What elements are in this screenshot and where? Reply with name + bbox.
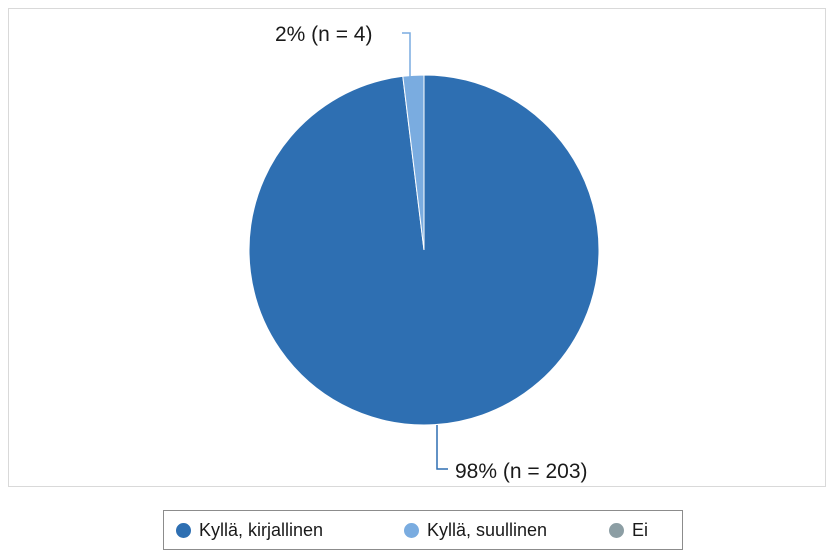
leader-line-kirjallinen bbox=[436, 425, 448, 470]
legend: Kyllä, kirjallinen Kyllä, suullinen Ei bbox=[163, 510, 683, 550]
legend-item-kirjallinen[interactable]: Kyllä, kirjallinen bbox=[176, 519, 323, 541]
data-label-kirjallinen: 98% (n = 203) bbox=[455, 460, 588, 483]
legend-item-ei[interactable]: Ei bbox=[609, 519, 648, 541]
legend-swatch-suullinen bbox=[404, 522, 419, 538]
data-label-suullinen: 2% (n = 4) bbox=[275, 23, 372, 46]
legend-swatch-ei bbox=[609, 522, 624, 538]
legend-item-suullinen[interactable]: Kyllä, suullinen bbox=[404, 519, 547, 541]
slice-suullinen bbox=[402, 74, 425, 251]
pie-chart: 2% (n = 4) 98% (n = 203) bbox=[248, 23, 600, 483]
legend-label-suullinen: Kyllä, suullinen bbox=[427, 519, 548, 540]
leader-line-suullinen bbox=[402, 32, 411, 77]
legend-label-kirjallinen: Kyllä, kirjallinen bbox=[199, 519, 324, 540]
legend-swatch-kirjallinen bbox=[176, 522, 191, 538]
legend-label-ei: Ei bbox=[632, 519, 649, 540]
